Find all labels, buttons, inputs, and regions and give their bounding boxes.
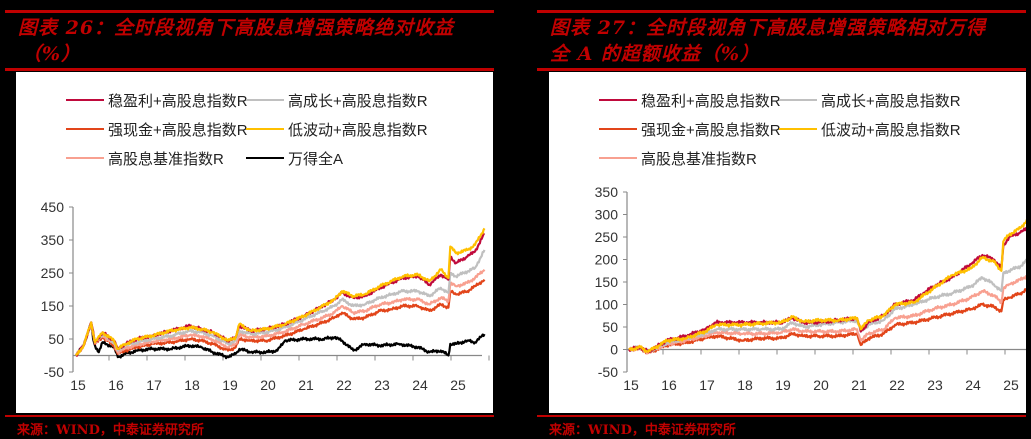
legend-item: 稳盈利+高股息指数R [66, 93, 248, 110]
series-line [75, 269, 486, 357]
legend-item: 万得全A [246, 150, 343, 168]
x-tick-label: 22 [889, 377, 905, 393]
legend-label: 高成长+高股息指数R [821, 93, 961, 110]
y-tick-label: 100 [595, 297, 619, 313]
legend-item: 低波动+高股息指数R [779, 122, 961, 139]
series-line [75, 321, 486, 360]
x-tick-label: 23 [927, 377, 943, 393]
y-axis: 350 300 250 200 150 100 50 0 -50 [595, 184, 628, 380]
legend-item: 高成长+高股息指数R [246, 93, 428, 110]
chart-title-line1: 图表 27：全时段视角下高股息增强策略相对万得 [550, 17, 987, 39]
source-note: 来源：WIND，中泰证券研究所 [17, 423, 204, 438]
source-rule [5, 415, 494, 417]
title-bottom-rule [537, 68, 1026, 71]
legend-item: 高股息基准指数R [599, 151, 757, 168]
y-tick-label: 350 [595, 184, 619, 200]
title-top-rule [5, 10, 494, 13]
chart-title-line2: 全 A 的超额收益（%） [550, 43, 761, 65]
x-tick-label: 24 [965, 377, 981, 393]
series-lines [628, 211, 1031, 355]
legend-item: 低波动+高股息指数R [246, 122, 428, 139]
y-axis: 450 350 250 150 50 -50 [41, 199, 74, 380]
chart-legend: 稳盈利+高股息指数R 高成长+高股息指数R 强现金+高股息指数R 低波动+高股息指数R… [599, 93, 961, 168]
x-tick-label: 17 [146, 377, 162, 393]
chart-legend: 稳盈利+高股息指数R 高成长+高股息指数R 强现金+高股息指数R 低波动+高股息指数R… [66, 93, 428, 168]
x-tick-label: 21 [851, 377, 867, 393]
x-tick-label: 15 [70, 377, 86, 393]
y-tick-label: 250 [595, 229, 619, 245]
legend-item: 高成长+高股息指数R [779, 93, 961, 110]
chart-title-line1: 图表 26：全时段视角下高股息增强策略绝对收益 [18, 17, 455, 39]
line-chart: 稳盈利+高股息指数R 高成长+高股息指数R 强现金+高股息指数R 低波动+高股息指数R… [595, 93, 1031, 393]
chart-title-line2: （%） [22, 43, 82, 65]
legend-label: 强现金+高股息指数R [108, 122, 248, 139]
chart-title: 图表 26：全时段视角下高股息增强策略绝对收益 （%） [18, 15, 498, 67]
legend-label: 低波动+高股息指数R [288, 122, 428, 139]
legend-label: 万得全A [288, 150, 343, 168]
source-note: 来源：WIND，中泰证券研究所 [549, 423, 736, 438]
legend-label: 稳盈利+高股息指数R [641, 93, 781, 110]
y-tick-label: 300 [595, 207, 619, 223]
x-tick-label: 23 [374, 377, 390, 393]
legend-label: 强现金+高股息指数R [641, 122, 781, 139]
x-tick-label: 20 [260, 377, 276, 393]
y-tick-label: -50 [44, 364, 64, 380]
legend-item: 高股息基准指数R [66, 151, 224, 168]
x-tick-label: 18 [737, 377, 753, 393]
y-tick-label: 150 [595, 274, 619, 290]
x-tick-label: 15 [623, 377, 639, 393]
series-line [75, 249, 486, 357]
chart-panel-27: 图表 27：全时段视角下高股息增强策略相对万得 全 A 的超额收益（%） 稳盈利… [520, 0, 1031, 439]
legend-item: 稳盈利+高股息指数R [599, 93, 781, 110]
series-lines [75, 227, 486, 360]
series-line [75, 227, 486, 357]
y-tick-label: 0 [610, 342, 618, 358]
y-tick-label: 350 [41, 232, 65, 248]
legend-label: 低波动+高股息指数R [821, 122, 961, 139]
x-tick-label: 25 [450, 377, 466, 393]
x-tick-label: 24 [412, 377, 428, 393]
x-tick-label: 20 [813, 377, 829, 393]
title-bottom-rule [5, 68, 494, 71]
chart-title: 图表 27：全时段视角下高股息增强策略相对万得 全 A 的超额收益（%） [550, 15, 1030, 67]
legend-item: 强现金+高股息指数R [599, 122, 781, 139]
legend-item: 强现金+高股息指数R [66, 122, 248, 139]
x-tick-label: 17 [699, 377, 715, 393]
x-axis: 15 16 17 18 19 20 21 22 23 24 25 [623, 348, 1031, 393]
chart-plot-area: 稳盈利+高股息指数R 高成长+高股息指数R 强现金+高股息指数R 低波动+高股息指数R… [549, 72, 1031, 413]
legend-label: 高成长+高股息指数R [288, 93, 428, 110]
y-tick-label: 450 [41, 199, 65, 215]
series-line [628, 268, 1031, 355]
line-chart: 稳盈利+高股息指数R 高成长+高股息指数R 强现金+高股息指数R 低波动+高股息指数R… [41, 93, 490, 393]
y-tick-label: 250 [41, 265, 65, 281]
chart-panel-26: 图表 26：全时段视角下高股息增强策略绝对收益 （%） 稳盈利+高股息指数R 高成… [0, 0, 510, 439]
x-tick-label: 19 [775, 377, 791, 393]
legend-label: 高股息基准指数R [108, 151, 224, 168]
x-tick-label: 22 [336, 377, 352, 393]
x-tick-label: 25 [1003, 377, 1019, 393]
x-tick-label: 18 [184, 377, 200, 393]
x-tick-label: 21 [298, 377, 314, 393]
source-rule [537, 415, 1026, 417]
y-tick-label: 150 [41, 298, 65, 314]
x-tick-label: 16 [661, 377, 677, 393]
legend-label: 稳盈利+高股息指数R [108, 93, 248, 110]
title-top-rule [537, 10, 1026, 13]
y-tick-label: 50 [48, 331, 64, 347]
y-tick-label: 50 [602, 319, 618, 335]
y-tick-label: -50 [598, 364, 618, 380]
chart-plot-area: 稳盈利+高股息指数R 高成长+高股息指数R 强现金+高股息指数R 低波动+高股息指数R… [16, 72, 493, 413]
x-tick-label: 16 [108, 377, 124, 393]
x-tick-label: 19 [222, 377, 238, 393]
series-line [628, 211, 1031, 353]
y-tick-label: 200 [595, 252, 619, 268]
x-axis: 15 16 17 18 19 20 21 22 23 24 25 [70, 354, 490, 393]
legend-label: 高股息基准指数R [641, 151, 757, 168]
